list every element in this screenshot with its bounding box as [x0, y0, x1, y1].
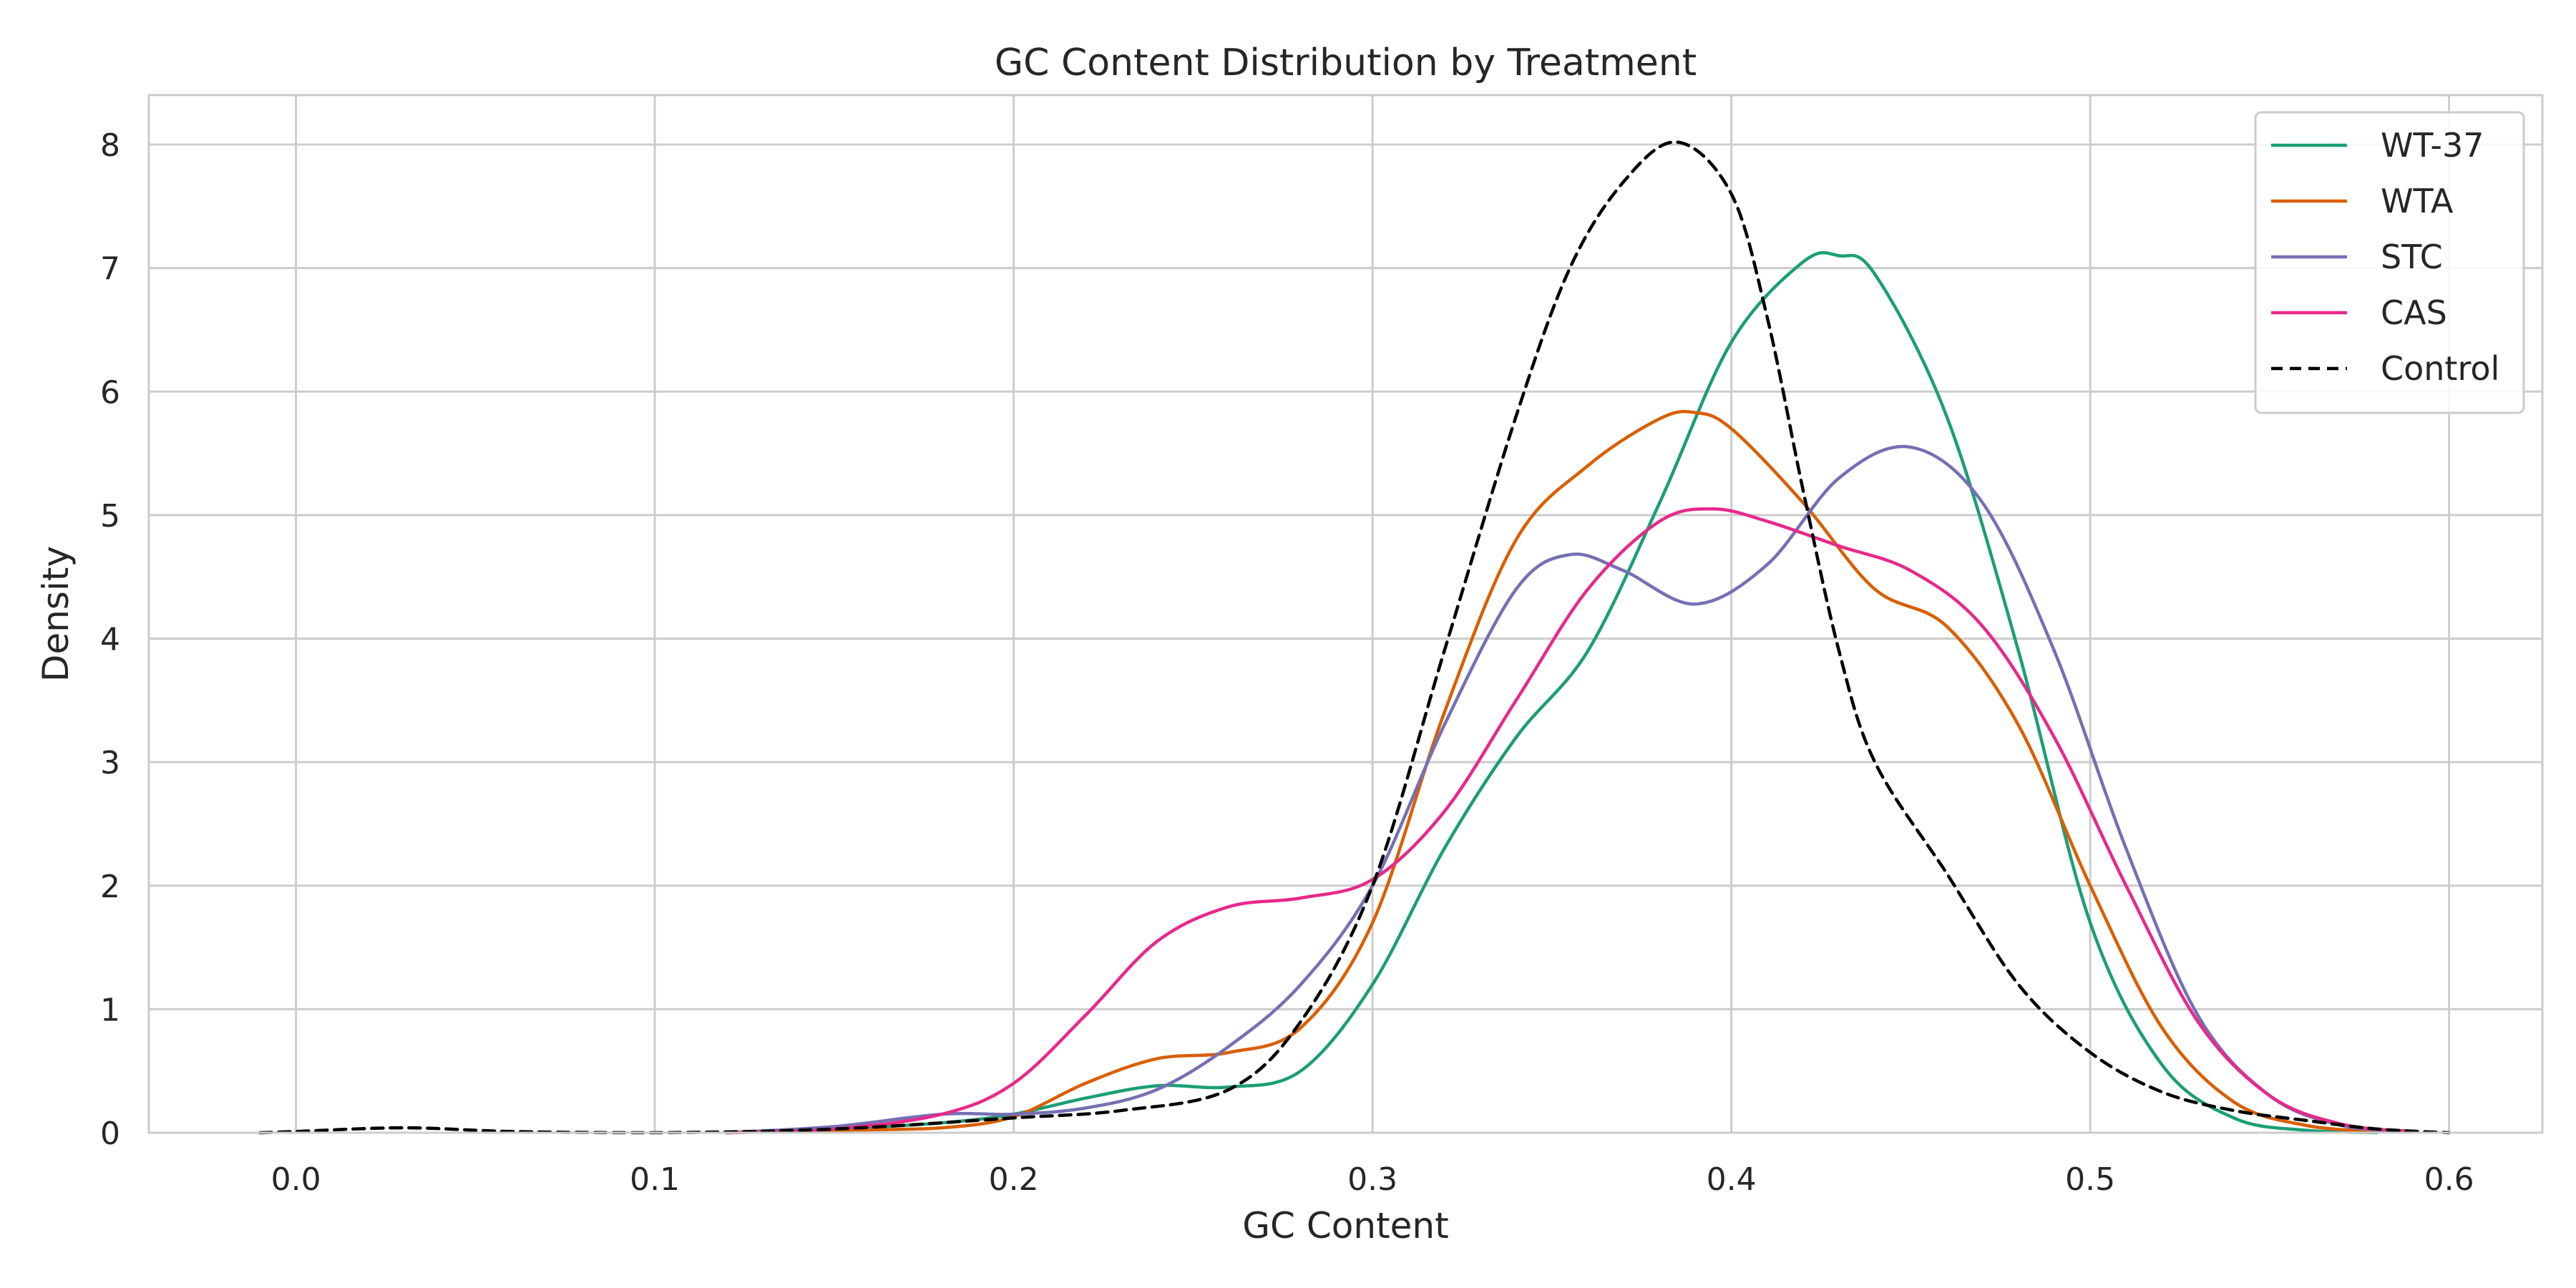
series-line-wta: [725, 409, 2379, 1135]
y-tick-label: 8: [100, 127, 120, 164]
y-tick-label: 1: [100, 992, 120, 1028]
x-tick-label: 0.4: [1707, 1161, 1757, 1198]
series-line-cas: [725, 507, 2415, 1135]
legend-label: Control: [2381, 349, 2499, 388]
y-tick-label: 7: [100, 251, 120, 288]
legend-label: CAS: [2381, 293, 2447, 332]
plot-frame: [147, 94, 2544, 1134]
legend-label: STC: [2381, 238, 2443, 276]
x-tick-labels: 0.0 0.1 0.2 0.3 0.4 0.5 0.6: [271, 1161, 2474, 1198]
legend-items: WT-37 WTA STC CAS Control: [2271, 126, 2499, 388]
y-tick-label: 3: [100, 745, 120, 781]
x-tick-label: 0.0: [271, 1161, 321, 1198]
series-line-wt-37: [725, 250, 2379, 1135]
chart-title: GC Content Distribution by Treatment: [995, 42, 1697, 84]
series-layer: [258, 140, 2451, 1135]
y-tick-label: 5: [100, 498, 120, 535]
grid-layer: [149, 95, 2542, 1134]
y-tick-label: 2: [100, 869, 120, 905]
legend-box: [2254, 111, 2525, 414]
x-tick-label: 0.6: [2424, 1161, 2474, 1198]
x-tick-label: 0.3: [1347, 1161, 1397, 1198]
series-line-control: [258, 140, 2451, 1135]
x-axis-label: GC Content: [1242, 1205, 1448, 1246]
x-tick-label: 0.2: [989, 1161, 1039, 1198]
x-tick-label: 0.5: [2065, 1161, 2115, 1198]
y-tick-labels: 0 1 2 3 4 5 6 7 8: [100, 127, 120, 1152]
series-line-stc: [725, 444, 2415, 1135]
legend-label: WTA: [2381, 182, 2454, 220]
y-tick-label: 4: [100, 622, 120, 658]
x-tick-label: 0.1: [630, 1161, 680, 1198]
legend: WT-37 WTA STC CAS Control: [2254, 111, 2525, 414]
y-axis-label: Density: [35, 546, 77, 682]
legend-label: WT-37: [2381, 126, 2484, 165]
y-tick-label: 0: [100, 1116, 120, 1152]
y-tick-label: 6: [100, 374, 120, 411]
